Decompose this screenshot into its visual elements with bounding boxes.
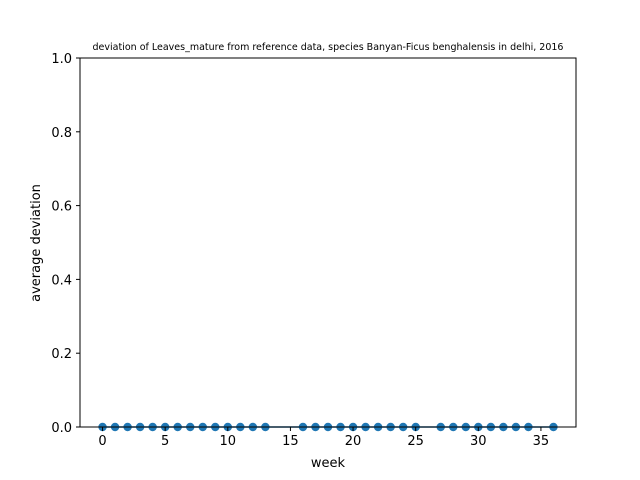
- x-tick-label: 0: [98, 434, 106, 449]
- y-tick-label: 0.8: [51, 126, 72, 141]
- plot-area: 0 5 10 15 20 25 30 35 0.0 0.2 0.4 0.6 0.8 1.0: [51, 52, 577, 449]
- x-tick-label: 30: [470, 434, 487, 449]
- x-tick-label: 25: [407, 434, 424, 449]
- y-axis-label: average deviation: [29, 184, 44, 302]
- x-tick-label: 5: [161, 434, 169, 449]
- x-axis-label: week: [311, 456, 346, 471]
- y-tick-label: 0.2: [51, 347, 72, 362]
- x-tick-label: 10: [220, 434, 237, 449]
- y-tick-label: 0.4: [51, 273, 72, 288]
- chart-title: deviation of Leaves_mature from referenc…: [93, 42, 564, 53]
- y-tick-label: 0.6: [51, 200, 72, 215]
- x-tick-label: 20: [345, 434, 362, 449]
- x-tick-label: 35: [533, 434, 550, 449]
- y-tick-label: 1.0: [51, 52, 72, 67]
- x-tick-label: 15: [282, 434, 299, 449]
- axes-frame: [79, 57, 577, 428]
- y-tick-label: 0.0: [51, 421, 72, 436]
